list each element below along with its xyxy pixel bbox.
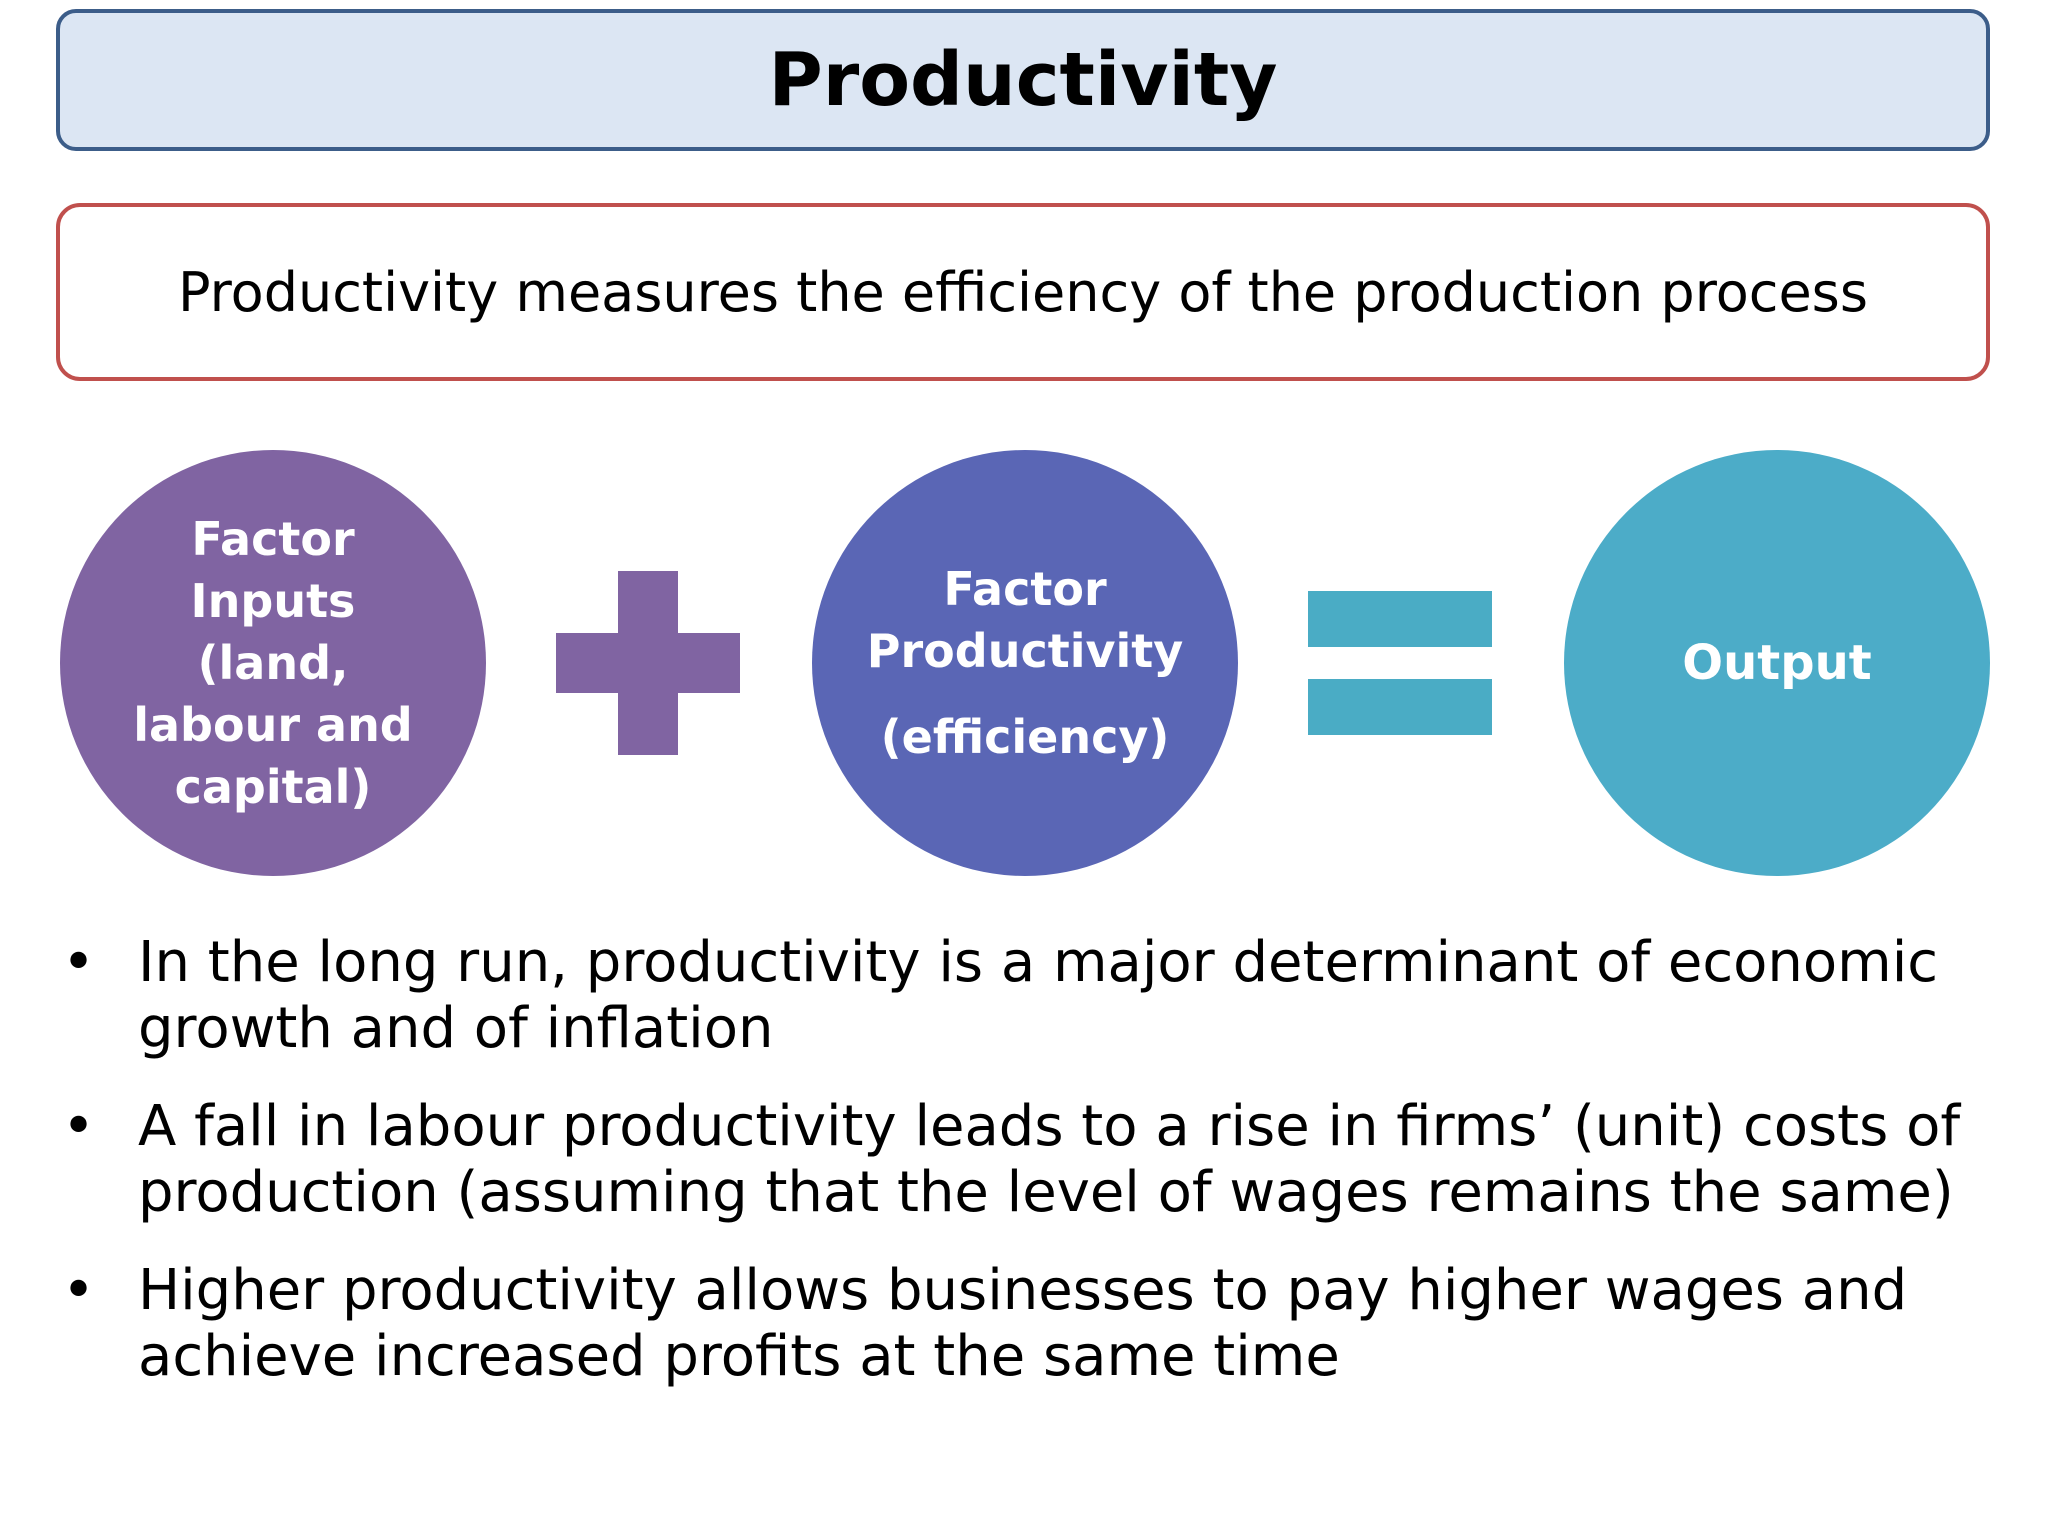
page-title: Productivity [768, 37, 1278, 123]
bullet-text: In the long run, productivity is a major… [138, 930, 1939, 1061]
title-banner: Productivity [56, 9, 1990, 151]
bullet-icon: • [62, 930, 96, 995]
equals-sign-top [1308, 591, 1492, 647]
factor-inputs-label: Factor Inputs (land, labour and capital) [133, 512, 413, 814]
equals-sign-bottom [1308, 679, 1492, 735]
bullet-item: • Higher productivity allows businesses … [56, 1258, 1986, 1390]
bullet-item: • A fall in labour productivity leads to… [56, 1094, 1986, 1226]
bullet-list: • In the long run, productivity is a maj… [56, 930, 1986, 1422]
factor-inputs-circle: Factor Inputs (land, labour and capital) [60, 450, 486, 876]
bullet-icon: • [62, 1094, 96, 1159]
bullet-text: A fall in labour productivity leads to a… [138, 1094, 1961, 1225]
factor-productivity-label: Factor Productivity [866, 562, 1184, 678]
definition-text: Productivity measures the efficiency of … [178, 260, 1868, 324]
bullet-icon: • [62, 1258, 96, 1323]
output-label: Output [1682, 635, 1872, 691]
efficiency-label: (efficiency) [880, 710, 1170, 764]
definition-box: Productivity measures the efficiency of … [56, 203, 1990, 381]
output-circle: Output [1564, 450, 1990, 876]
bullet-text: Higher productivity allows businesses to… [138, 1258, 1908, 1389]
bullet-item: • In the long run, productivity is a maj… [56, 930, 1986, 1062]
factor-productivity-circle: Factor Productivity (efficiency) [812, 450, 1238, 876]
plus-sign-horizontal [556, 633, 740, 693]
